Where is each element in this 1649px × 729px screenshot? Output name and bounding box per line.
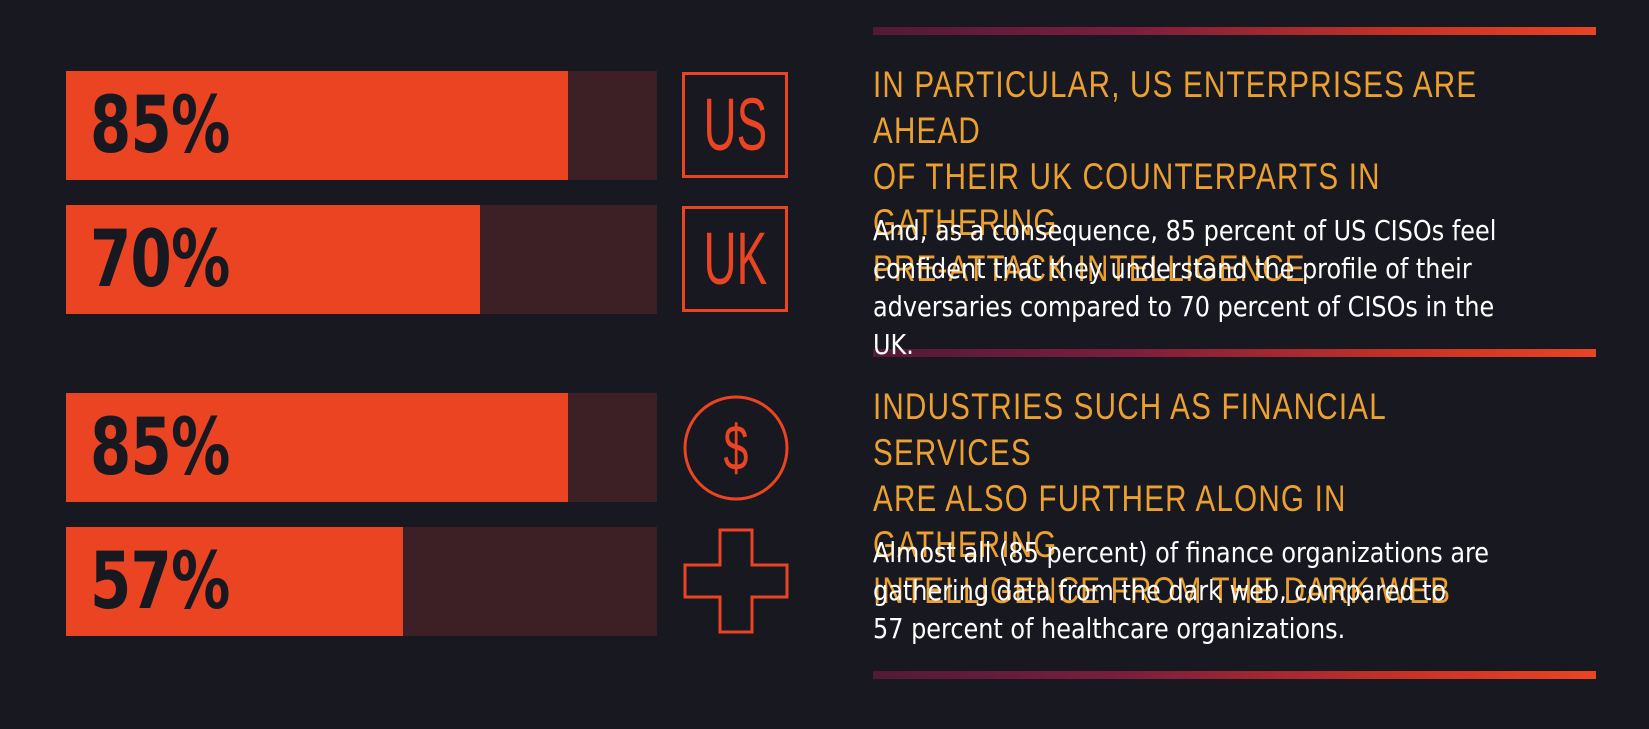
section-2-heading: INDUSTRIES SUCH AS FINANCIAL SERVICES AR… (873, 386, 1452, 611)
divider-middle (873, 349, 1596, 357)
plus-cross-icon (683, 528, 789, 634)
bar-healthcare: 57% (66, 527, 657, 636)
dollar-icon-glyph: $ (724, 412, 749, 484)
bar-fill-healthcare (66, 527, 403, 636)
us-icon-label: US (703, 83, 767, 166)
dollar-icon: $ (683, 395, 789, 501)
bar-value-uk: 70% (90, 214, 230, 305)
section-1-heading: IN PARTICULAR, US ENTERPRISES ARE AHEAD … (873, 64, 1478, 289)
bar-us: 85% (66, 71, 657, 180)
divider-bottom (873, 671, 1596, 679)
bar-value-us: 85% (90, 80, 230, 171)
bar-uk: 70% (66, 205, 657, 314)
uk-icon-label: UK (703, 217, 767, 300)
bar-fill-us (66, 71, 569, 180)
section-2-body: Almost all (85 percent) of finance organ… (873, 536, 1490, 645)
section-1-body: And, as a consequence, 85 percent of US … (873, 214, 1497, 361)
bar-financial: 85% (66, 393, 657, 502)
divider-top (873, 27, 1596, 35)
bar-fill-financial (66, 393, 569, 502)
uk-icon: UK (682, 206, 788, 312)
bar-value-healthcare: 57% (90, 536, 230, 627)
bar-value-financial: 85% (90, 402, 230, 493)
us-icon: US (682, 72, 788, 178)
bar-fill-uk (66, 205, 480, 314)
